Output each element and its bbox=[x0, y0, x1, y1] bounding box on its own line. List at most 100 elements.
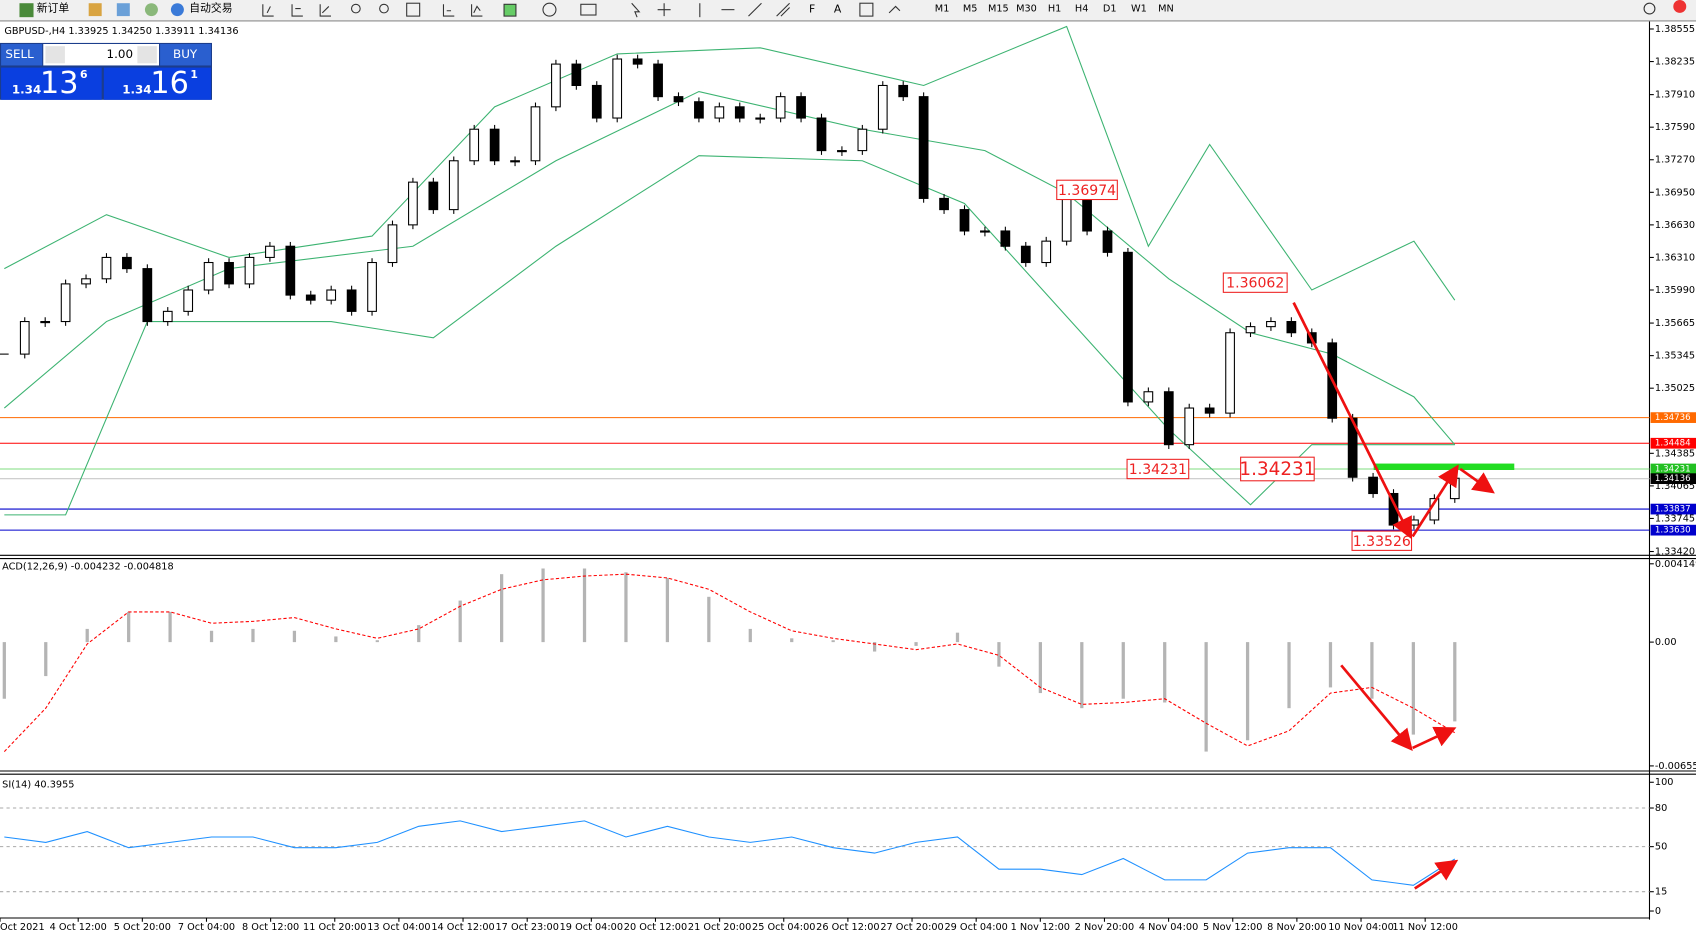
timeframe-button[interactable]: M15 bbox=[988, 4, 1009, 15]
level-label: 1.34136 bbox=[1655, 474, 1691, 484]
candle bbox=[571, 63, 582, 87]
buy-price-box[interactable] bbox=[103, 67, 211, 100]
bollinger-band bbox=[3, 91, 1456, 446]
macd-bar bbox=[1245, 642, 1250, 741]
sell-price-box[interactable] bbox=[1, 67, 102, 100]
candle bbox=[530, 106, 541, 162]
y-tick-label: 1.36630 bbox=[1655, 220, 1695, 231]
x-tick-label: 11 Oct 20:00 bbox=[303, 922, 366, 933]
icon[interactable] bbox=[144, 3, 158, 17]
main-chart: GBPUSD-,H4 1.33925 1.34250 1.33911 1.341… bbox=[0, 24, 1696, 557]
y-tick-label: 0.00 bbox=[1655, 637, 1677, 648]
macd-bar bbox=[1411, 642, 1415, 735]
auto-trading-button[interactable]: 自动交易 bbox=[189, 2, 232, 15]
candle bbox=[1184, 407, 1195, 446]
candle bbox=[224, 261, 234, 285]
macd-bar bbox=[831, 640, 835, 643]
macd-bar bbox=[707, 596, 711, 643]
candle bbox=[489, 128, 500, 162]
spin-up[interactable] bbox=[137, 46, 157, 64]
macd-bar bbox=[1370, 642, 1374, 699]
support-zone bbox=[1373, 463, 1515, 470]
candle bbox=[1368, 476, 1378, 495]
svg-text:A: A bbox=[834, 3, 842, 16]
price-annotation: 1.36974 bbox=[1058, 183, 1116, 199]
lots-input[interactable] bbox=[43, 43, 159, 66]
rsi-panel: SI(14) 40.3955 100 80 50 15 0 bbox=[0, 777, 1673, 917]
macd-bar bbox=[748, 628, 752, 643]
spin-down[interactable] bbox=[45, 46, 65, 64]
candle bbox=[612, 58, 623, 119]
tool-icons: F A bbox=[262, 2, 901, 18]
x-tick-label: 8 Nov 20:00 bbox=[1267, 922, 1326, 933]
sell-price-point: 6 bbox=[80, 68, 88, 81]
timeframe-button[interactable]: M1 bbox=[935, 4, 950, 15]
y-tick-label: 1.36950 bbox=[1655, 187, 1695, 198]
candle bbox=[734, 106, 745, 119]
candle bbox=[714, 106, 725, 119]
candle bbox=[1409, 519, 1419, 526]
candle bbox=[857, 128, 868, 152]
alert-icon[interactable] bbox=[1673, 0, 1687, 13]
y-tick-label: 1.37270 bbox=[1655, 155, 1695, 166]
search-icon[interactable] bbox=[1643, 2, 1656, 15]
macd-bar bbox=[1453, 642, 1457, 722]
x-tick-label: 2 Nov 20:00 bbox=[1075, 922, 1134, 933]
y-tick-label: 100 bbox=[1655, 777, 1674, 788]
auto-trading-icon[interactable] bbox=[170, 3, 184, 17]
y-tick-label: 0 bbox=[1655, 906, 1661, 917]
candle bbox=[673, 96, 684, 103]
candle bbox=[1041, 240, 1052, 264]
level-label-bg bbox=[1650, 473, 1696, 485]
x-tick-label: 11 Nov 12:00 bbox=[1392, 922, 1458, 933]
y-tick-label: 0.004149 bbox=[1655, 559, 1696, 570]
candle bbox=[60, 283, 71, 323]
candle bbox=[162, 310, 173, 323]
candle bbox=[367, 261, 377, 312]
sell-button[interactable] bbox=[1, 43, 43, 66]
candle bbox=[326, 289, 337, 301]
price-annotation: 1.34231 bbox=[1129, 462, 1187, 478]
level-label: 1.34231 bbox=[1655, 465, 1691, 475]
buy-button[interactable] bbox=[160, 43, 211, 66]
candle bbox=[918, 96, 929, 199]
macd-bar bbox=[44, 642, 48, 677]
candle bbox=[1061, 197, 1072, 242]
candle bbox=[980, 230, 990, 233]
lots-value[interactable]: 1.00 bbox=[107, 47, 133, 61]
timeframe-button[interactable]: D1 bbox=[1103, 4, 1117, 15]
timeframe-button[interactable]: W1 bbox=[1131, 4, 1147, 15]
candle bbox=[1102, 230, 1113, 253]
candle bbox=[1020, 245, 1031, 264]
macd-bar bbox=[914, 642, 918, 646]
buy-label[interactable]: BUY bbox=[173, 47, 198, 61]
new-order-button[interactable]: 新订单 bbox=[37, 2, 70, 15]
macd-bar bbox=[209, 630, 214, 643]
icon[interactable] bbox=[88, 3, 102, 17]
candle bbox=[346, 289, 357, 312]
timeframe-button[interactable]: H4 bbox=[1075, 4, 1089, 15]
macd-bar bbox=[1163, 642, 1167, 703]
new-order-icon[interactable] bbox=[19, 3, 34, 18]
macd-bar bbox=[1287, 642, 1291, 709]
macd-bar bbox=[500, 574, 504, 643]
timeframe-button[interactable]: MN bbox=[1158, 4, 1174, 15]
toolbar-bg bbox=[0, 0, 1696, 21]
timeframe-button[interactable]: M30 bbox=[1016, 4, 1037, 15]
price-annotation-box bbox=[1056, 179, 1118, 201]
macd-bar bbox=[955, 632, 960, 643]
sell-label[interactable]: SELL bbox=[5, 47, 34, 61]
icon[interactable] bbox=[116, 3, 130, 17]
candle bbox=[1143, 391, 1154, 403]
y-tick-label: 50 bbox=[1655, 842, 1667, 853]
price-annotation-box bbox=[1222, 272, 1288, 293]
timeframe-button[interactable]: H1 bbox=[1048, 4, 1062, 15]
timeframe-button[interactable]: M5 bbox=[963, 4, 978, 15]
y-tick-label: 1.37590 bbox=[1655, 122, 1695, 133]
indicator-title: SI(14) 40.3955 bbox=[2, 779, 74, 790]
x-tick-label: 19 Oct 04:00 bbox=[560, 922, 623, 933]
candle bbox=[265, 245, 275, 258]
candle bbox=[939, 197, 949, 211]
signal-line bbox=[3, 573, 1456, 752]
